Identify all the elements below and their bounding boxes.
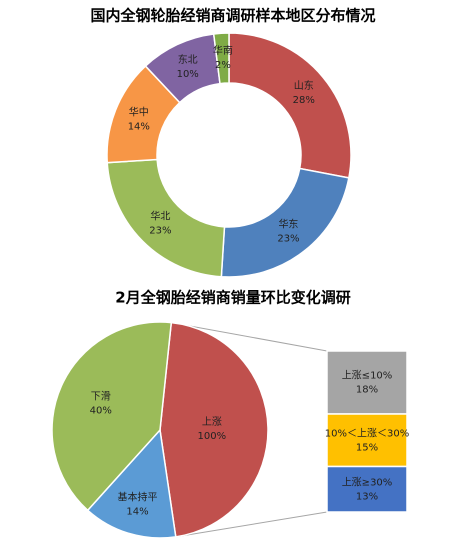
donut-segment xyxy=(212,32,230,85)
chart-title: 2月全钢胎经销商销量环比变化调研 xyxy=(115,289,350,307)
bar-segment xyxy=(326,350,408,415)
donut-segment xyxy=(106,158,226,278)
data-label-name: 上涨≤10% xyxy=(342,370,393,382)
data-label: 23% xyxy=(149,226,171,237)
data-label-name: 东北 xyxy=(178,53,198,66)
pie-slice xyxy=(159,321,269,538)
data-label: 2% xyxy=(215,60,231,71)
connector xyxy=(175,511,328,538)
chart-title: 国内全钢轮胎经销商调研样本地区分布情况 xyxy=(90,7,375,25)
data-label-name: 上涨≥30% xyxy=(342,476,393,488)
data-label: 15% xyxy=(356,442,378,453)
data-label-name: 10%＜上涨＜30% xyxy=(325,427,409,439)
data-label-name: 基本持平 xyxy=(118,490,158,503)
data-label: 100% xyxy=(198,431,227,442)
data-label: 40% xyxy=(90,406,112,417)
pie-slice xyxy=(51,321,173,512)
data-label-name: 华南 xyxy=(213,44,233,57)
data-label: 28% xyxy=(293,95,315,106)
data-label: 23% xyxy=(277,234,299,245)
donut-segment xyxy=(228,32,352,179)
bar-segment xyxy=(326,413,408,468)
data-label-name: 华东 xyxy=(278,218,298,231)
data-label-name: 山东 xyxy=(294,79,314,92)
bar-segment xyxy=(326,465,408,513)
data-label-name: 下滑 xyxy=(91,391,111,403)
data-label: 18% xyxy=(356,385,378,396)
data-label: 14% xyxy=(126,506,148,517)
data-label: 10% xyxy=(177,69,199,80)
pie-slice xyxy=(86,428,177,539)
data-label-name: 华北 xyxy=(150,210,170,223)
connector xyxy=(171,322,328,352)
data-label: 13% xyxy=(356,491,378,502)
data-label: 14% xyxy=(128,121,150,132)
data-label-name: 华中 xyxy=(129,105,149,118)
data-label-name: 上涨 xyxy=(202,416,222,428)
donut-segment xyxy=(220,167,350,278)
